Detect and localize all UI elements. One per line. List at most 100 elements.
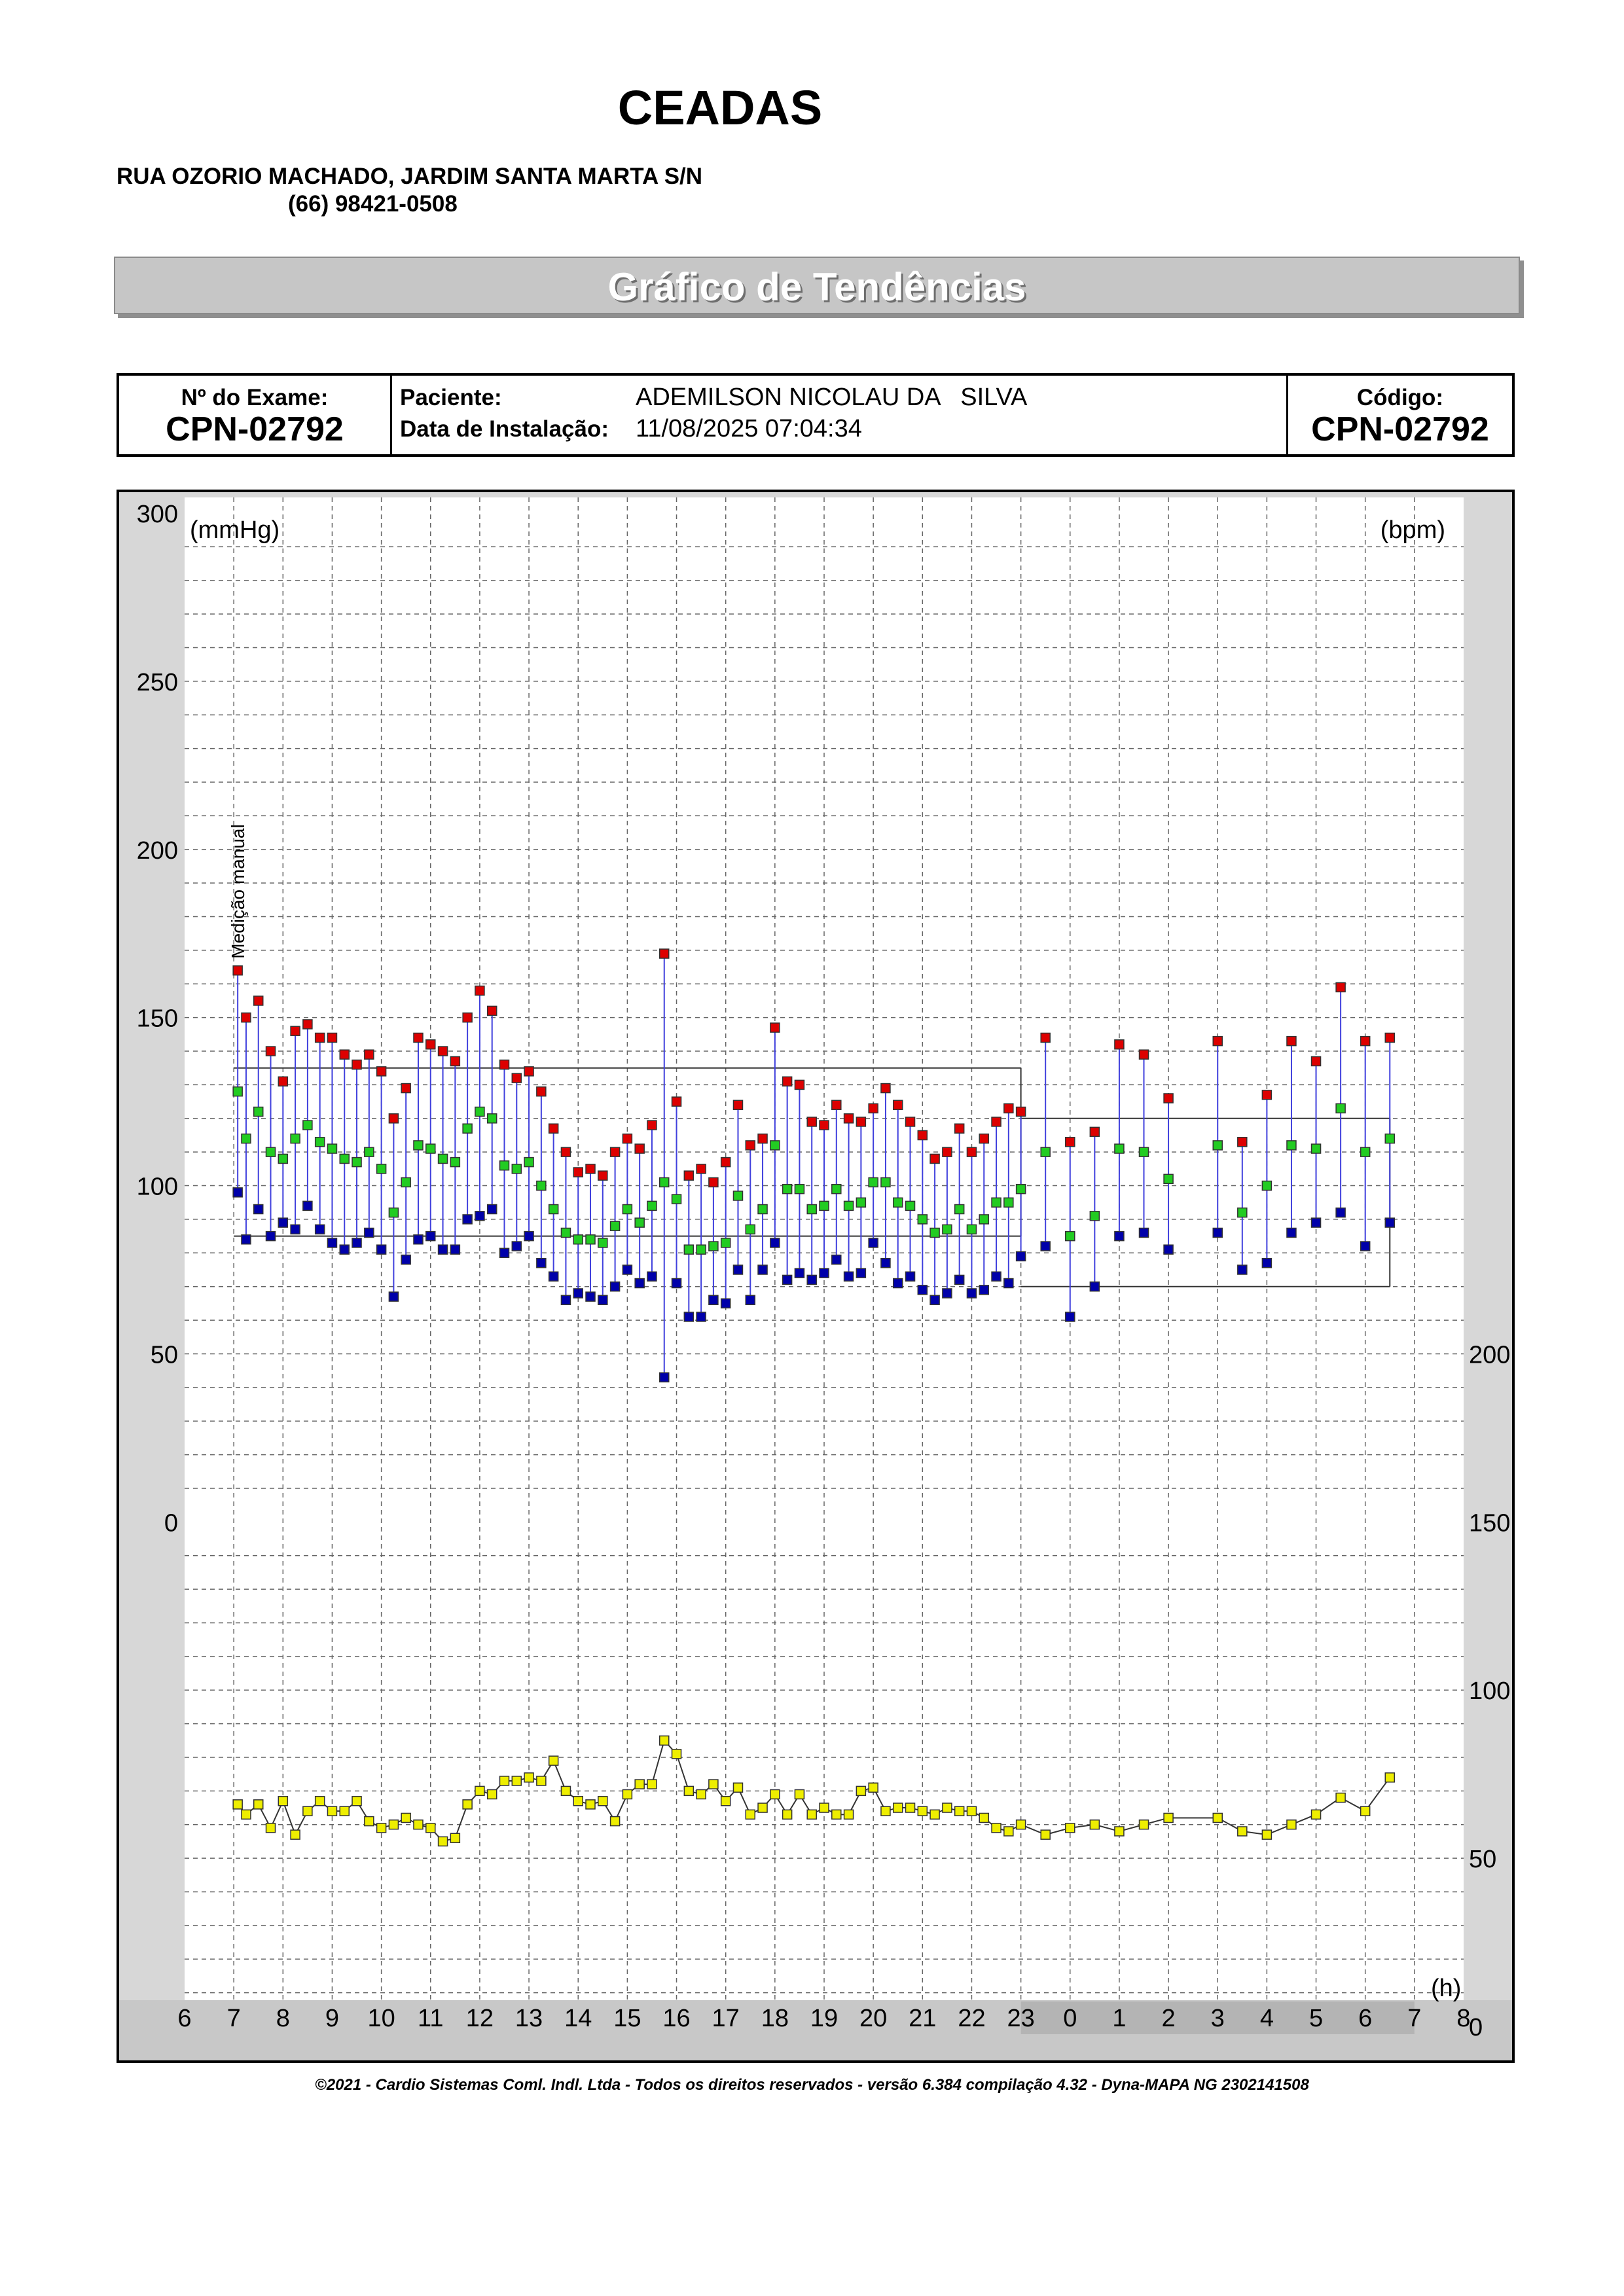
heart-rate-point (598, 1796, 608, 1806)
heart-rate-point (388, 1819, 399, 1830)
heart-rate-point (278, 1796, 289, 1806)
trend-chart: 0 50 100 150 200 250 300 0 50 100 150 200 6 7 8 9 10 11 12… (117, 490, 1515, 2063)
diastolic-point (1261, 1257, 1272, 1268)
left-axis-tick-label: 0 (164, 1509, 178, 1537)
heart-rate-point (1138, 1819, 1149, 1830)
heart-rate-point (732, 1782, 744, 1793)
report-banner: Gráfico de Tendências (114, 257, 1520, 314)
x-axis-tick-label: 18 (761, 2005, 789, 2032)
diastolic-point (634, 1278, 645, 1289)
diastolic-point (745, 1295, 756, 1305)
diastolic-point (696, 1312, 706, 1322)
install-date-value: 11/08/2025 07:04:34 (636, 415, 862, 442)
left-axis-tick-label: 300 (137, 501, 178, 528)
heart-rate-point (450, 1833, 461, 1844)
mean-pressure-point (1163, 1174, 1174, 1185)
mean-pressure-point (942, 1224, 952, 1235)
heart-rate-point (1335, 1792, 1346, 1803)
diastolic-point (622, 1265, 633, 1275)
systolic-point (573, 1167, 583, 1177)
diastolic-point (524, 1230, 534, 1242)
right-axis-unit-label: (bpm) (1380, 516, 1445, 544)
diastolic-point (1003, 1278, 1014, 1289)
mean-pressure-point (352, 1157, 362, 1168)
diastolic-point (770, 1238, 780, 1248)
systolic-point (966, 1147, 977, 1157)
mean-pressure-point (856, 1197, 867, 1208)
diastolic-point (905, 1271, 916, 1282)
heart-rate-point (573, 1796, 583, 1806)
systolic-point (462, 1012, 473, 1023)
systolic-point (831, 1100, 842, 1110)
heart-rate-point (1040, 1829, 1051, 1840)
mean-pressure-point (1212, 1140, 1223, 1151)
heart-rate-point (942, 1803, 952, 1813)
patient-label: Paciente: (400, 385, 502, 410)
mean-pressure-point (609, 1221, 621, 1231)
diastolic-point (486, 1204, 497, 1215)
mean-pressure-point (548, 1204, 559, 1215)
diastolic-point (241, 1234, 251, 1245)
systolic-point (1065, 1137, 1075, 1147)
systolic-point (770, 1022, 780, 1033)
left-axis-tick-label: 100 (137, 1174, 178, 1201)
diastolic-point (917, 1285, 928, 1295)
night-period-band (1020, 2001, 1415, 2034)
mean-pressure-point (991, 1197, 1001, 1208)
systolic-point (511, 1073, 522, 1083)
heart-rate-point (462, 1799, 473, 1810)
x-axis-tick-label: 20 (859, 2005, 887, 2032)
systolic-point (560, 1147, 571, 1157)
diastolic-point (598, 1295, 608, 1305)
mean-pressure-point (1003, 1197, 1014, 1208)
systolic-point (991, 1117, 1001, 1127)
mean-pressure-point (770, 1140, 780, 1151)
clinic-address: RUA OZORIO MACHADO, JARDIM SANTA MARTA S… (117, 164, 703, 189)
diastolic-point (720, 1298, 731, 1309)
left-axis-tick-label: 150 (137, 1005, 178, 1033)
right-axis-tick-label: 200 (1469, 1341, 1510, 1369)
mean-pressure-point (1384, 1133, 1396, 1144)
mean-pressure-point (327, 1143, 338, 1154)
diastolic-point (782, 1274, 793, 1285)
heart-rate-point (1015, 1819, 1026, 1830)
heart-rate-point (671, 1749, 682, 1759)
diastolic-point (278, 1217, 289, 1228)
mean-pressure-point (794, 1183, 805, 1194)
mean-pressure-point (782, 1183, 793, 1194)
systolic-point (536, 1086, 547, 1097)
heart-rate-point (683, 1785, 695, 1797)
x-axis-tick-label: 1 (1112, 2005, 1126, 2032)
diastolic-point (425, 1230, 436, 1242)
systolic-point (241, 1012, 251, 1023)
heart-rate-point (1114, 1826, 1125, 1837)
mean-pressure-point (425, 1143, 436, 1154)
heart-rate-point (560, 1785, 571, 1797)
mean-pressure-point (1015, 1183, 1026, 1194)
heart-rate-point (720, 1796, 731, 1806)
systolic-point (1040, 1032, 1051, 1043)
systolic-point (1335, 982, 1346, 993)
systolic-point (880, 1083, 891, 1094)
heart-rate-point (966, 1806, 977, 1816)
x-axis-tick-label: 5 (1309, 2005, 1323, 2032)
right-axis-tick-label: 50 (1469, 1846, 1496, 1873)
heart-rate-point (708, 1779, 719, 1789)
heart-rate-point (1212, 1812, 1223, 1823)
diastolic-point (1089, 1281, 1100, 1292)
systolic-point (942, 1147, 952, 1157)
mean-pressure-point (917, 1214, 928, 1225)
heart-rate-point (376, 1823, 387, 1833)
diastolic-point (819, 1268, 829, 1278)
systolic-point (327, 1032, 338, 1043)
systolic-point (1286, 1035, 1297, 1047)
heart-rate-point (524, 1772, 534, 1783)
mean-pressure-point (745, 1224, 756, 1235)
mean-pressure-point (954, 1204, 965, 1215)
x-axis-tick-label: 6 (177, 2005, 191, 2032)
systolic-point (437, 1046, 448, 1056)
mean-pressure-point (232, 1086, 243, 1097)
patient-cell: Paciente: ADEMILSON NICOLAU DA SILVA Dat… (392, 376, 1288, 454)
systolic-point (1360, 1035, 1371, 1047)
